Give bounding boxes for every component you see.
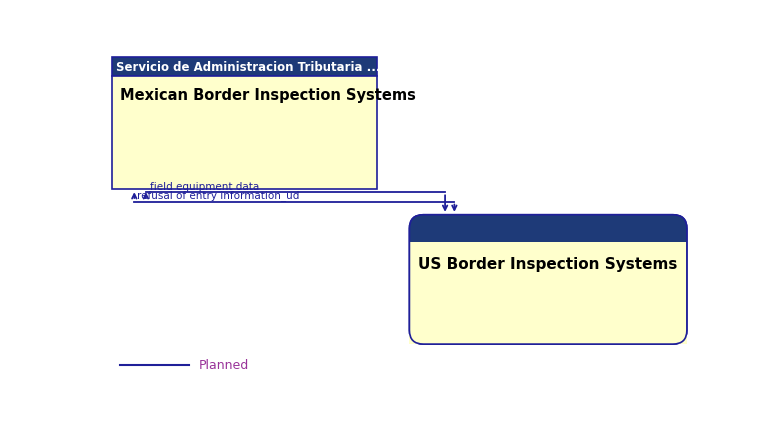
Bar [112,77,377,190]
Bar [112,58,377,77]
Text: field equipment data: field equipment data [150,181,259,191]
Text: Planned: Planned [199,359,249,372]
Text: Servicio de Administracion Tributaria ...: Servicio de Administracion Tributaria ..… [116,61,381,74]
FancyBboxPatch shape [410,215,687,344]
Text: US Border Inspection Systems: US Border Inspection Systems [418,256,678,271]
Text: refusal of entry information_ud: refusal of entry information_ud [136,190,299,201]
Text: Mexican Border Inspection Systems: Mexican Border Inspection Systems [120,88,416,103]
FancyBboxPatch shape [410,215,687,344]
Bar [410,242,687,344]
